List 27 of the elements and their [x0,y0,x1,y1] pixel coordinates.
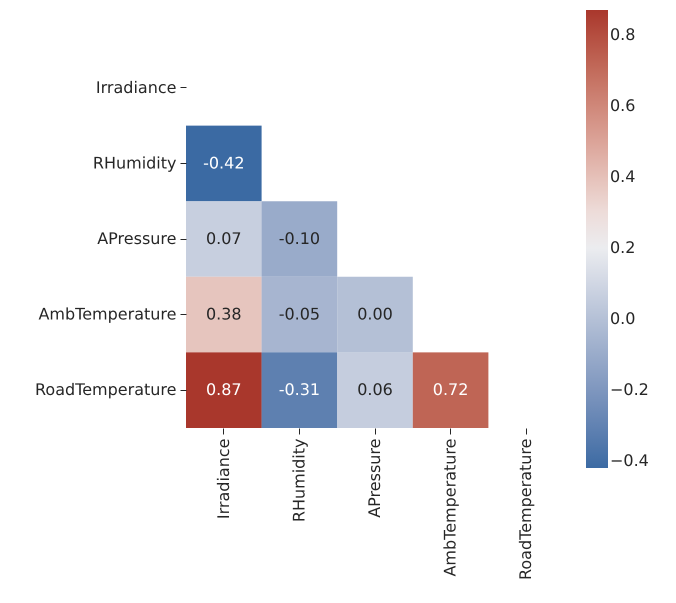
color-bar-label: 0.6 [610,96,636,115]
x-tick-label: APressure [365,438,384,518]
color-bar-label: 0.0 [610,308,636,328]
data-label: 0.87 [206,380,242,400]
x-tick-label: Irradiance [214,438,233,520]
data-label: 0.06 [357,380,393,400]
y-tick-label: RoadTemperature [35,380,176,400]
color-bar-label: 0.4 [610,166,636,186]
data-label: 0.07 [206,229,242,248]
data-label: 0.38 [206,304,242,324]
color-bar-label: 0.8 [610,24,636,44]
x-tick-label: AmbTemperature [440,438,460,577]
data-label: -0.05 [278,304,320,324]
data-label: 0.00 [357,304,393,324]
x-tick-label: RoadTemperature [516,438,536,580]
data-label: -0.10 [278,229,320,248]
x-tick-label: RHumidity [289,438,308,522]
y-tick-label: Irradiance [96,78,176,97]
data-label: -0.42 [203,153,245,172]
data-label: -0.31 [278,380,320,400]
color-bar-label: −0.2 [610,380,649,399]
y-tick-label: APressure [97,229,176,248]
color-bar-label: 0.2 [610,238,636,257]
data-label: 0.72 [432,380,468,400]
color-bar-label: −0.4 [610,450,649,470]
y-tick-label: RHumidity [92,153,176,172]
y-tick-label: AmbTemperature [38,304,176,324]
